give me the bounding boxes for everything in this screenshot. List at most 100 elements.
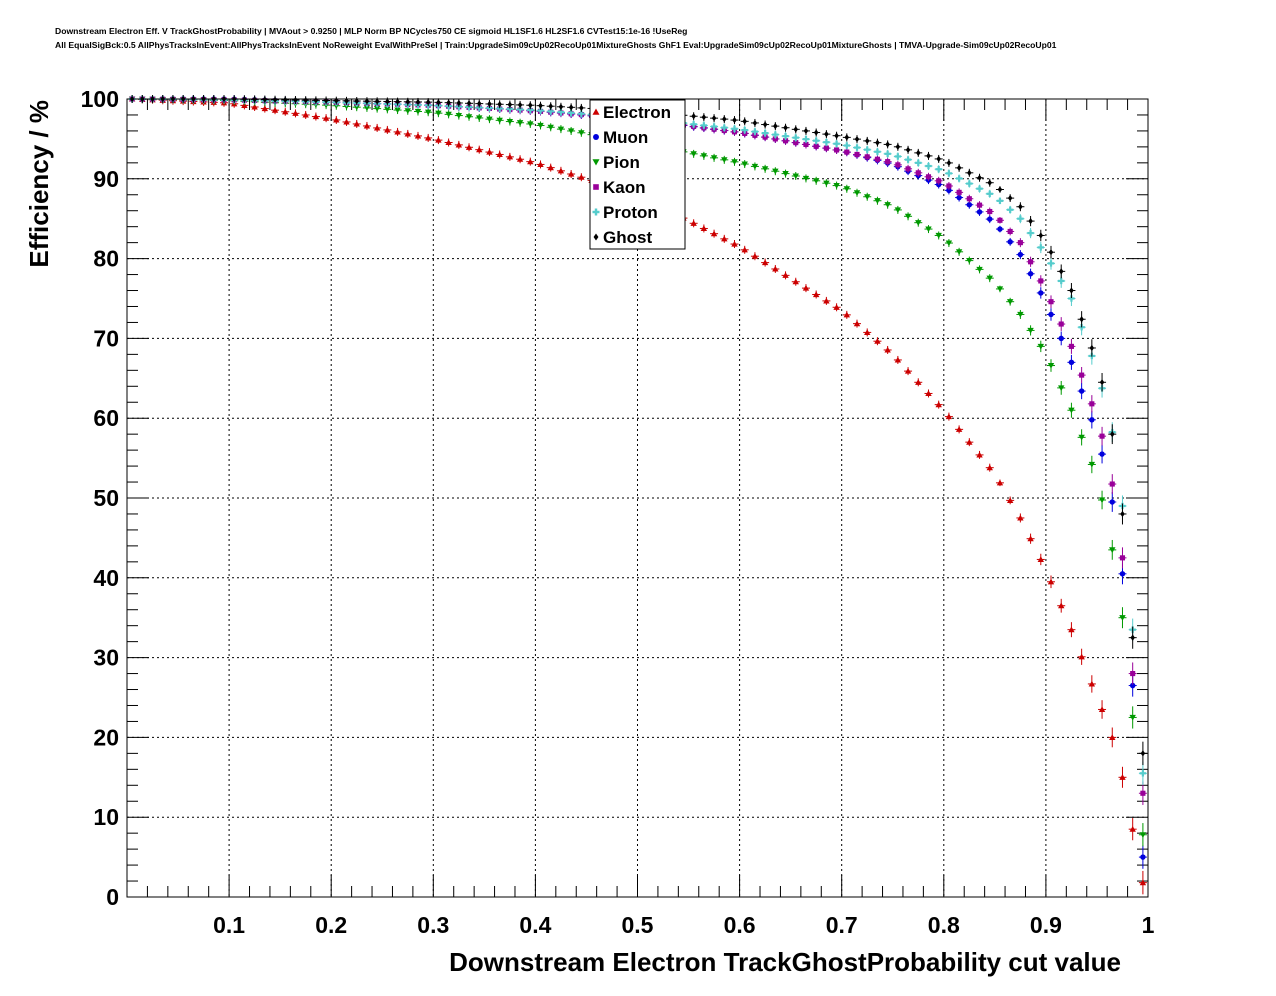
marker-diamond (487, 100, 492, 108)
marker-triangle-down (955, 249, 963, 256)
marker-triangle-down (1068, 407, 1075, 414)
marker-cross-v (927, 162, 930, 170)
marker-triangle-up (343, 118, 350, 125)
marker-cross-v (1019, 215, 1022, 222)
marker-diamond (456, 99, 462, 107)
marker-triangle-up (302, 111, 309, 118)
marker-triangle-up (843, 311, 851, 318)
marker-circle (956, 194, 962, 201)
marker-square (793, 140, 799, 146)
marker-triangle-up (1109, 734, 1116, 740)
marker-circle (1068, 359, 1075, 366)
marker-diamond (854, 135, 860, 143)
marker-triangle-down (864, 194, 871, 200)
marker-cross-v (594, 208, 598, 216)
marker-triangle-down (761, 166, 769, 173)
plot-frame (126, 98, 1149, 898)
marker-circle (1089, 417, 1095, 423)
marker-circle (1017, 251, 1024, 258)
marker-triangle-down (404, 108, 411, 114)
marker-triangle-down (884, 202, 891, 208)
marker-cross-v (947, 170, 951, 177)
marker-triangle-up (1129, 825, 1136, 832)
marker-circle (1048, 311, 1054, 318)
marker-square (925, 174, 932, 180)
marker-diamond (711, 114, 717, 122)
marker-triangle-down (802, 175, 810, 182)
marker-triangle-down (741, 161, 748, 168)
marker-square (976, 202, 983, 208)
marker-circle (987, 216, 993, 222)
marker-triangle-up (761, 259, 769, 266)
legend: Electron Muon Pion Kaon Proton Ghost (589, 99, 686, 250)
marker-cross-v (917, 159, 920, 167)
marker-cross-v (784, 132, 787, 140)
marker-triangle-down (843, 186, 851, 192)
y-tick-label: 40 (93, 565, 119, 591)
marker-diamond (1110, 430, 1115, 438)
marker-cross-v (998, 197, 1002, 205)
marker-triangle-down (394, 107, 401, 114)
marker-triangle-down (986, 275, 993, 282)
chart-title-line-1: Downstream Electron Eff. V TrackGhostPro… (55, 26, 688, 36)
marker-diamond (813, 129, 819, 136)
marker-triangle-up (884, 346, 891, 353)
marker-diamond (436, 99, 441, 106)
marker-triangle-down (1088, 461, 1096, 468)
marker-triangle-down (1129, 714, 1136, 721)
x-tick-label: 0.6 (724, 912, 756, 938)
y-tick-label: 0 (106, 884, 119, 910)
marker-triangle-down (853, 190, 861, 196)
marker-diamond (895, 143, 901, 151)
marker-triangle-up (261, 105, 269, 112)
marker-cross-v (906, 156, 910, 163)
marker-triangle-down (1139, 832, 1147, 838)
marker-triangle-down (925, 226, 932, 233)
marker-cross-v (702, 122, 705, 129)
marker-triangle-up (1027, 535, 1034, 542)
marker-triangle-down (690, 151, 697, 158)
marker-cross-v (508, 105, 511, 113)
marker-triangle-up (445, 139, 452, 146)
marker-diamond (987, 179, 992, 186)
marker-diamond (497, 101, 502, 108)
marker-circle (1140, 854, 1146, 860)
marker-cross-v (1009, 206, 1012, 213)
marker-square (987, 208, 993, 215)
marker-diamond (1069, 287, 1074, 294)
marker-diamond (593, 233, 599, 241)
marker-triangle-up (394, 128, 401, 135)
marker-cross-v (896, 153, 899, 160)
marker-triangle-down (414, 108, 422, 115)
marker-diamond (558, 103, 564, 110)
marker-circle (1007, 239, 1013, 245)
marker-diamond (405, 98, 411, 105)
marker-triangle-down (445, 111, 452, 118)
marker-triangle-down (373, 106, 381, 112)
marker-cross-v (498, 105, 501, 112)
marker-square (946, 183, 952, 189)
marker-triangle-up (333, 116, 340, 123)
marker-triangle-up (384, 126, 391, 133)
marker-triangle-down (1078, 434, 1085, 441)
marker-triangle-up (986, 464, 993, 471)
marker-triangle-down (1109, 547, 1116, 554)
marker-triangle-up (424, 134, 432, 141)
marker-cross-v (815, 137, 818, 144)
marker-triangle-up (527, 158, 534, 165)
marker-triangle-up (1068, 626, 1075, 633)
marker-triangle-up (874, 337, 881, 344)
marker-diamond (354, 97, 359, 105)
marker-square (1058, 321, 1064, 327)
marker-diamond (446, 99, 451, 106)
marker-diamond (1048, 249, 1054, 256)
legend-label: Kaon (603, 178, 646, 197)
marker-triangle-up (833, 304, 840, 310)
marker-diamond (1038, 232, 1044, 239)
marker-diamond (834, 132, 839, 139)
x-tick-label: 0.5 (622, 912, 654, 938)
marker-diamond (905, 146, 911, 154)
marker-square (936, 178, 942, 184)
marker-diamond (956, 164, 962, 172)
marker-triangle-down (547, 124, 554, 131)
